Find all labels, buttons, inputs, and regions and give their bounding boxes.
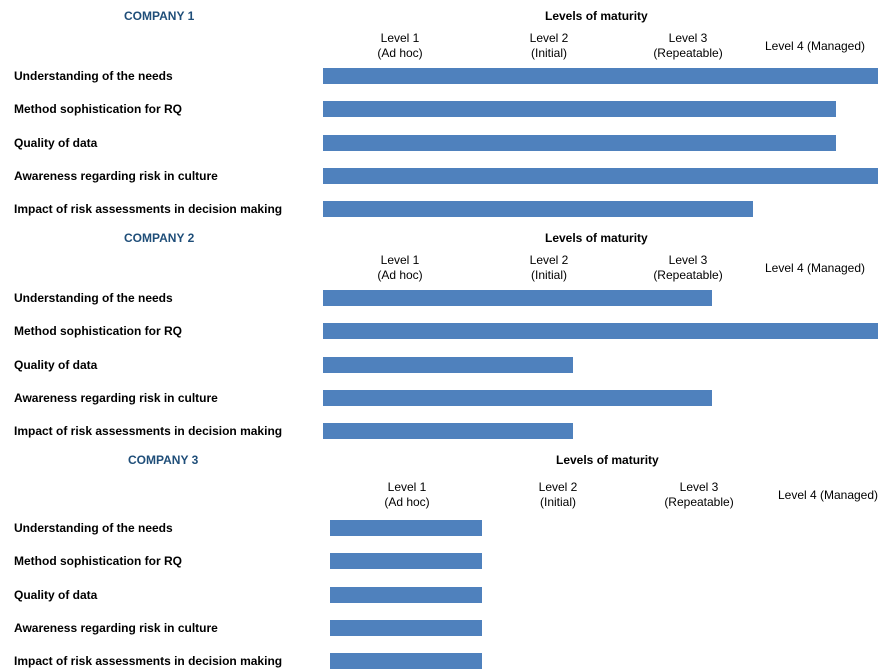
category-label: Understanding of the needs: [14, 291, 173, 305]
level-label-line: (Initial): [530, 46, 568, 60]
level-label-1: Level 1 (Ad hoc): [384, 480, 429, 510]
category-label: Awareness regarding risk in culture: [14, 620, 218, 635]
company-title: COMPANY 3: [128, 453, 199, 467]
level-label-line: Level 4 (Managed): [764, 39, 866, 53]
category-label: Impact of risk assessments in decision m…: [14, 654, 283, 669]
category-label: Method sophistication for RQ: [14, 554, 182, 569]
category-label: Impact of risk assessments in decision m…: [14, 202, 283, 217]
level-label-4: Level 4 (Managed): [765, 261, 865, 276]
bar: [330, 653, 482, 670]
level-label-line: (Ad hoc): [377, 46, 423, 60]
chart-panel-3: COMPANY 3 Levels of maturity Level 1 (Ad ho…: [0, 444, 884, 670]
category-label: Quality of data: [14, 135, 98, 150]
level-label-line: Level 4 (Managed): [764, 261, 866, 275]
bar: [330, 619, 482, 636]
level-label-3: Level 3 (Repeatable): [664, 480, 733, 510]
bar: [323, 323, 878, 340]
category-label: Understanding of the needs: [14, 521, 173, 535]
level-label-line: Level 3: [668, 253, 708, 267]
level-label-2: Level 2 (Initial): [539, 480, 578, 510]
bar: [323, 68, 878, 84]
bar: [323, 423, 573, 440]
bar: [323, 134, 836, 151]
level-label-line: (Repeatable): [653, 268, 723, 282]
level-label-4: Level 4 (Managed): [765, 39, 865, 54]
chart-panel-2: COMPANY 2 Levels of maturity Level 1 (Ad ho…: [0, 222, 884, 444]
level-label-line: Level 2: [529, 31, 569, 45]
level-label-2: Level 2 (Initial): [530, 31, 569, 61]
category-label: Method sophistication for RQ: [14, 324, 182, 339]
category-label: Impact of risk assessments in decision m…: [14, 424, 283, 439]
category-label: Understanding of the needs: [14, 69, 173, 83]
level-label-line: (Repeatable): [664, 495, 734, 509]
bar: [330, 520, 482, 536]
category-label: Awareness regarding risk in culture: [14, 168, 218, 183]
maturity-axis-title: Levels of maturity: [545, 9, 648, 23]
level-label-line: (Initial): [530, 268, 568, 282]
bar: [323, 290, 712, 306]
maturity-axis-title: Levels of maturity: [556, 453, 659, 467]
level-label-line: (Repeatable): [653, 46, 723, 60]
bar: [323, 167, 878, 184]
level-label-line: (Ad hoc): [384, 495, 430, 509]
level-label-line: Level 1: [380, 31, 420, 45]
maturity-axis-title: Levels of maturity: [545, 231, 648, 245]
category-label: Awareness regarding risk in culture: [14, 390, 218, 405]
level-label-line: Level 2: [529, 253, 569, 267]
level-label-line: Level 3: [668, 31, 708, 45]
level-label-line: (Ad hoc): [377, 268, 423, 282]
bar: [323, 356, 573, 373]
category-label: Quality of data: [14, 587, 98, 602]
level-label-2: Level 2 (Initial): [530, 253, 569, 283]
category-label: Method sophistication for RQ: [14, 102, 182, 117]
level-label-1: Level 1 (Ad hoc): [377, 253, 422, 283]
bar: [323, 389, 712, 406]
company-title: COMPANY 2: [124, 231, 195, 245]
bar: [330, 586, 482, 603]
level-label-line: Level 4 (Managed): [777, 488, 879, 502]
category-label: Quality of data: [14, 357, 98, 372]
level-label-line: Level 3: [679, 480, 719, 494]
level-label-line: Level 2: [538, 480, 578, 494]
level-label-line: (Initial): [539, 495, 577, 509]
level-label-4: Level 4 (Managed): [778, 488, 878, 503]
level-label-1: Level 1 (Ad hoc): [377, 31, 422, 61]
bar: [323, 201, 753, 218]
bar: [323, 101, 836, 118]
level-label-line: Level 1: [387, 480, 427, 494]
company-title: COMPANY 1: [124, 9, 195, 23]
chart-panel-1: COMPANY 1 Levels of maturity Level 1 (Ad ho…: [0, 0, 884, 222]
level-label-line: Level 1: [380, 253, 420, 267]
bar: [330, 553, 482, 570]
level-label-3: Level 3 (Repeatable): [653, 31, 722, 61]
level-label-3: Level 3 (Repeatable): [653, 253, 722, 283]
